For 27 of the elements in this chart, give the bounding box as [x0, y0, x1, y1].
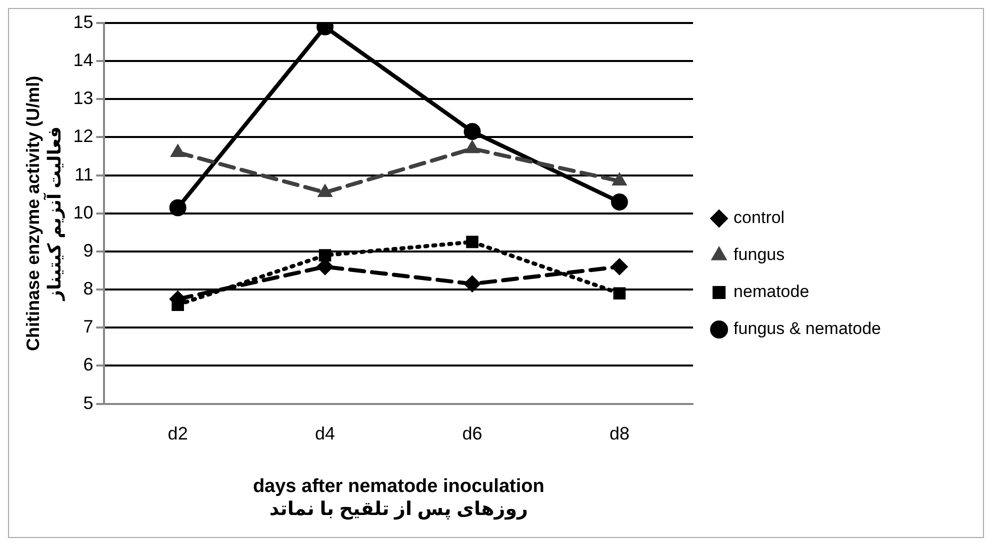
y-tick-label: 14: [73, 50, 94, 70]
point: [610, 258, 628, 276]
point: [318, 249, 332, 262]
y-tick-label: 8: [83, 278, 94, 299]
point: [464, 123, 481, 140]
point: [466, 236, 478, 248]
point: [613, 287, 626, 300]
point: [464, 275, 481, 292]
legend-label: control: [734, 208, 785, 228]
legend-label: nematode: [734, 282, 810, 302]
y-tick-label: 12: [73, 126, 94, 146]
point: [610, 193, 628, 210]
legend-label: fungus & nematode: [734, 319, 882, 338]
legend-label: fungus: [734, 245, 785, 264]
point: [169, 199, 186, 216]
x-tick-label: d4: [315, 424, 336, 444]
x-tick-label: d2: [168, 424, 188, 444]
y-tick-label: 9: [83, 240, 94, 260]
x-tick-label: d6: [462, 424, 482, 444]
x-tick-label: d8: [609, 424, 630, 444]
y-tick-label: 13: [73, 88, 94, 108]
y-tick-label: 15: [73, 12, 94, 32]
y-tick-label: 5: [83, 392, 94, 413]
y-tick-label: 10: [73, 202, 94, 222]
y-tick-label: 11: [74, 164, 94, 184]
y-tick-label: 6: [83, 354, 94, 375]
y-tick-label: 7: [83, 316, 94, 337]
